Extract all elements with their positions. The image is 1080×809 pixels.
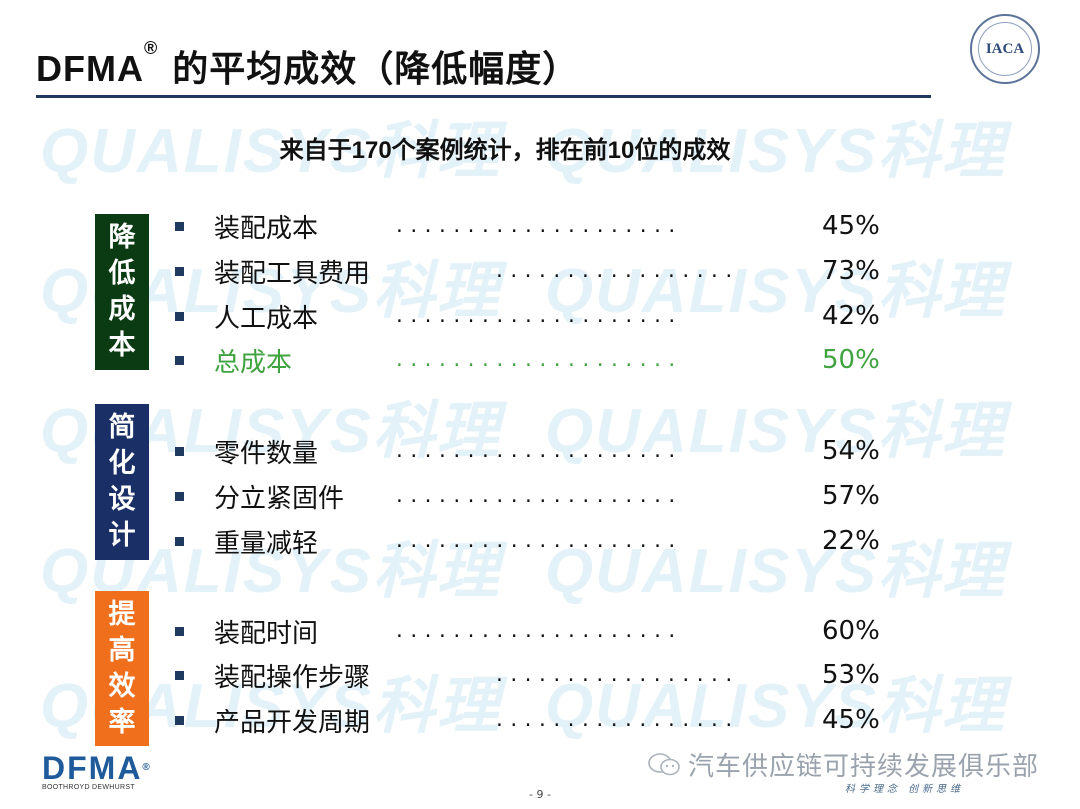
- item-value: 45%: [822, 211, 880, 241]
- registered-mark: ®: [143, 38, 159, 58]
- list-item: 分立紧固件 .................... 57%: [175, 476, 895, 516]
- leader-dots: ....................: [394, 440, 681, 462]
- footer-logo-brand: DFMA: [42, 750, 143, 786]
- leader-dots: ....................: [394, 349, 681, 371]
- bullet-icon: [175, 670, 184, 680]
- item-value: 45%: [822, 705, 880, 735]
- item-label: 产品开发周期: [214, 707, 371, 738]
- item-label: 人工成本: [214, 303, 319, 334]
- item-value: 60%: [822, 616, 880, 646]
- item-label: 装配工具费用: [214, 258, 371, 289]
- list-item: 零件数量 .................... 54%: [175, 431, 895, 471]
- leader-dots: .................: [494, 664, 738, 686]
- list-item: 装配工具费用 ................. 73%: [175, 251, 895, 291]
- leader-dots: ....................: [394, 620, 681, 642]
- bullet-icon: [175, 355, 184, 365]
- item-value: 54%: [822, 436, 880, 466]
- bullet-icon: [175, 311, 184, 321]
- seal-text: IACA: [984, 40, 1026, 58]
- item-value: 57%: [822, 481, 880, 511]
- list-item: 装配成本 .................... 45%: [175, 206, 895, 246]
- dfma-footer-logo: DFMA® BOOTHROYD DEWHURST: [42, 752, 152, 791]
- item-value: 42%: [822, 301, 880, 331]
- leader-dots: ....................: [394, 485, 681, 507]
- page-title: DFMA® 的平均成效（降低幅度）: [36, 38, 580, 92]
- list-item: 装配时间 .................... 60%: [175, 611, 895, 651]
- list-item: 重量减轻 .................... 22%: [175, 521, 895, 561]
- page-number: - 9 -: [529, 788, 551, 801]
- leader-dots: .................: [494, 709, 738, 731]
- iaca-seal-logo: IACA: [970, 14, 1040, 84]
- list-item: 装配操作步骤 ................. 53%: [175, 655, 895, 695]
- item-value: 50%: [822, 345, 880, 375]
- bullet-icon: [175, 626, 184, 636]
- item-label: 总成本: [214, 347, 293, 378]
- list-item-highlight: 总成本 .................... 50%: [175, 340, 895, 380]
- leader-dots: ....................: [394, 215, 681, 237]
- item-label: 零件数量: [214, 438, 319, 469]
- wechat-icon: [648, 752, 682, 778]
- item-label: 装配成本: [214, 213, 319, 244]
- bullet-icon: [175, 715, 184, 725]
- leader-dots: .................: [494, 260, 738, 282]
- item-label: 装配时间: [214, 618, 319, 649]
- title-divider: [36, 95, 931, 98]
- item-label: 装配操作步骤: [214, 662, 371, 693]
- leader-dots: ....................: [394, 530, 681, 552]
- wechat-account-watermark: 汽车供应链可持续发展俱乐部: [648, 746, 1039, 783]
- registered-mark: ®: [142, 762, 152, 773]
- slogan: 科学理念 创新思维: [845, 784, 965, 795]
- bullet-icon: [175, 221, 184, 231]
- group-label-simplify-design: 简化设计: [95, 404, 149, 560]
- item-value: 53%: [822, 660, 880, 690]
- footer-logo-subtitle: BOOTHROYD DEWHURST: [42, 784, 135, 791]
- bullet-icon: [175, 266, 184, 276]
- subtitle: 来自于170个案例统计，排在前10位的成效: [279, 137, 731, 164]
- title-text: 的平均成效（降低幅度）: [172, 48, 580, 89]
- list-item: 产品开发周期 ................. 45%: [175, 700, 895, 740]
- wechat-account-name: 汽车供应链可持续发展俱乐部: [688, 752, 1040, 782]
- title-brand: DFMA: [36, 48, 144, 89]
- group-label-improve-efficiency: 提高效率: [95, 591, 149, 746]
- item-value: 73%: [822, 256, 880, 286]
- bullet-icon: [175, 446, 184, 456]
- bullet-icon: [175, 536, 184, 546]
- item-label: 分立紧固件: [214, 483, 345, 514]
- list-item: 人工成本 .................... 42%: [175, 296, 895, 336]
- globe-icon: IACA: [978, 22, 1032, 76]
- leader-dots: ....................: [394, 305, 681, 327]
- item-value: 22%: [822, 526, 880, 556]
- bullet-icon: [175, 491, 184, 501]
- group-label-reduce-cost: 降低成本: [95, 214, 149, 370]
- item-label: 重量减轻: [214, 528, 319, 559]
